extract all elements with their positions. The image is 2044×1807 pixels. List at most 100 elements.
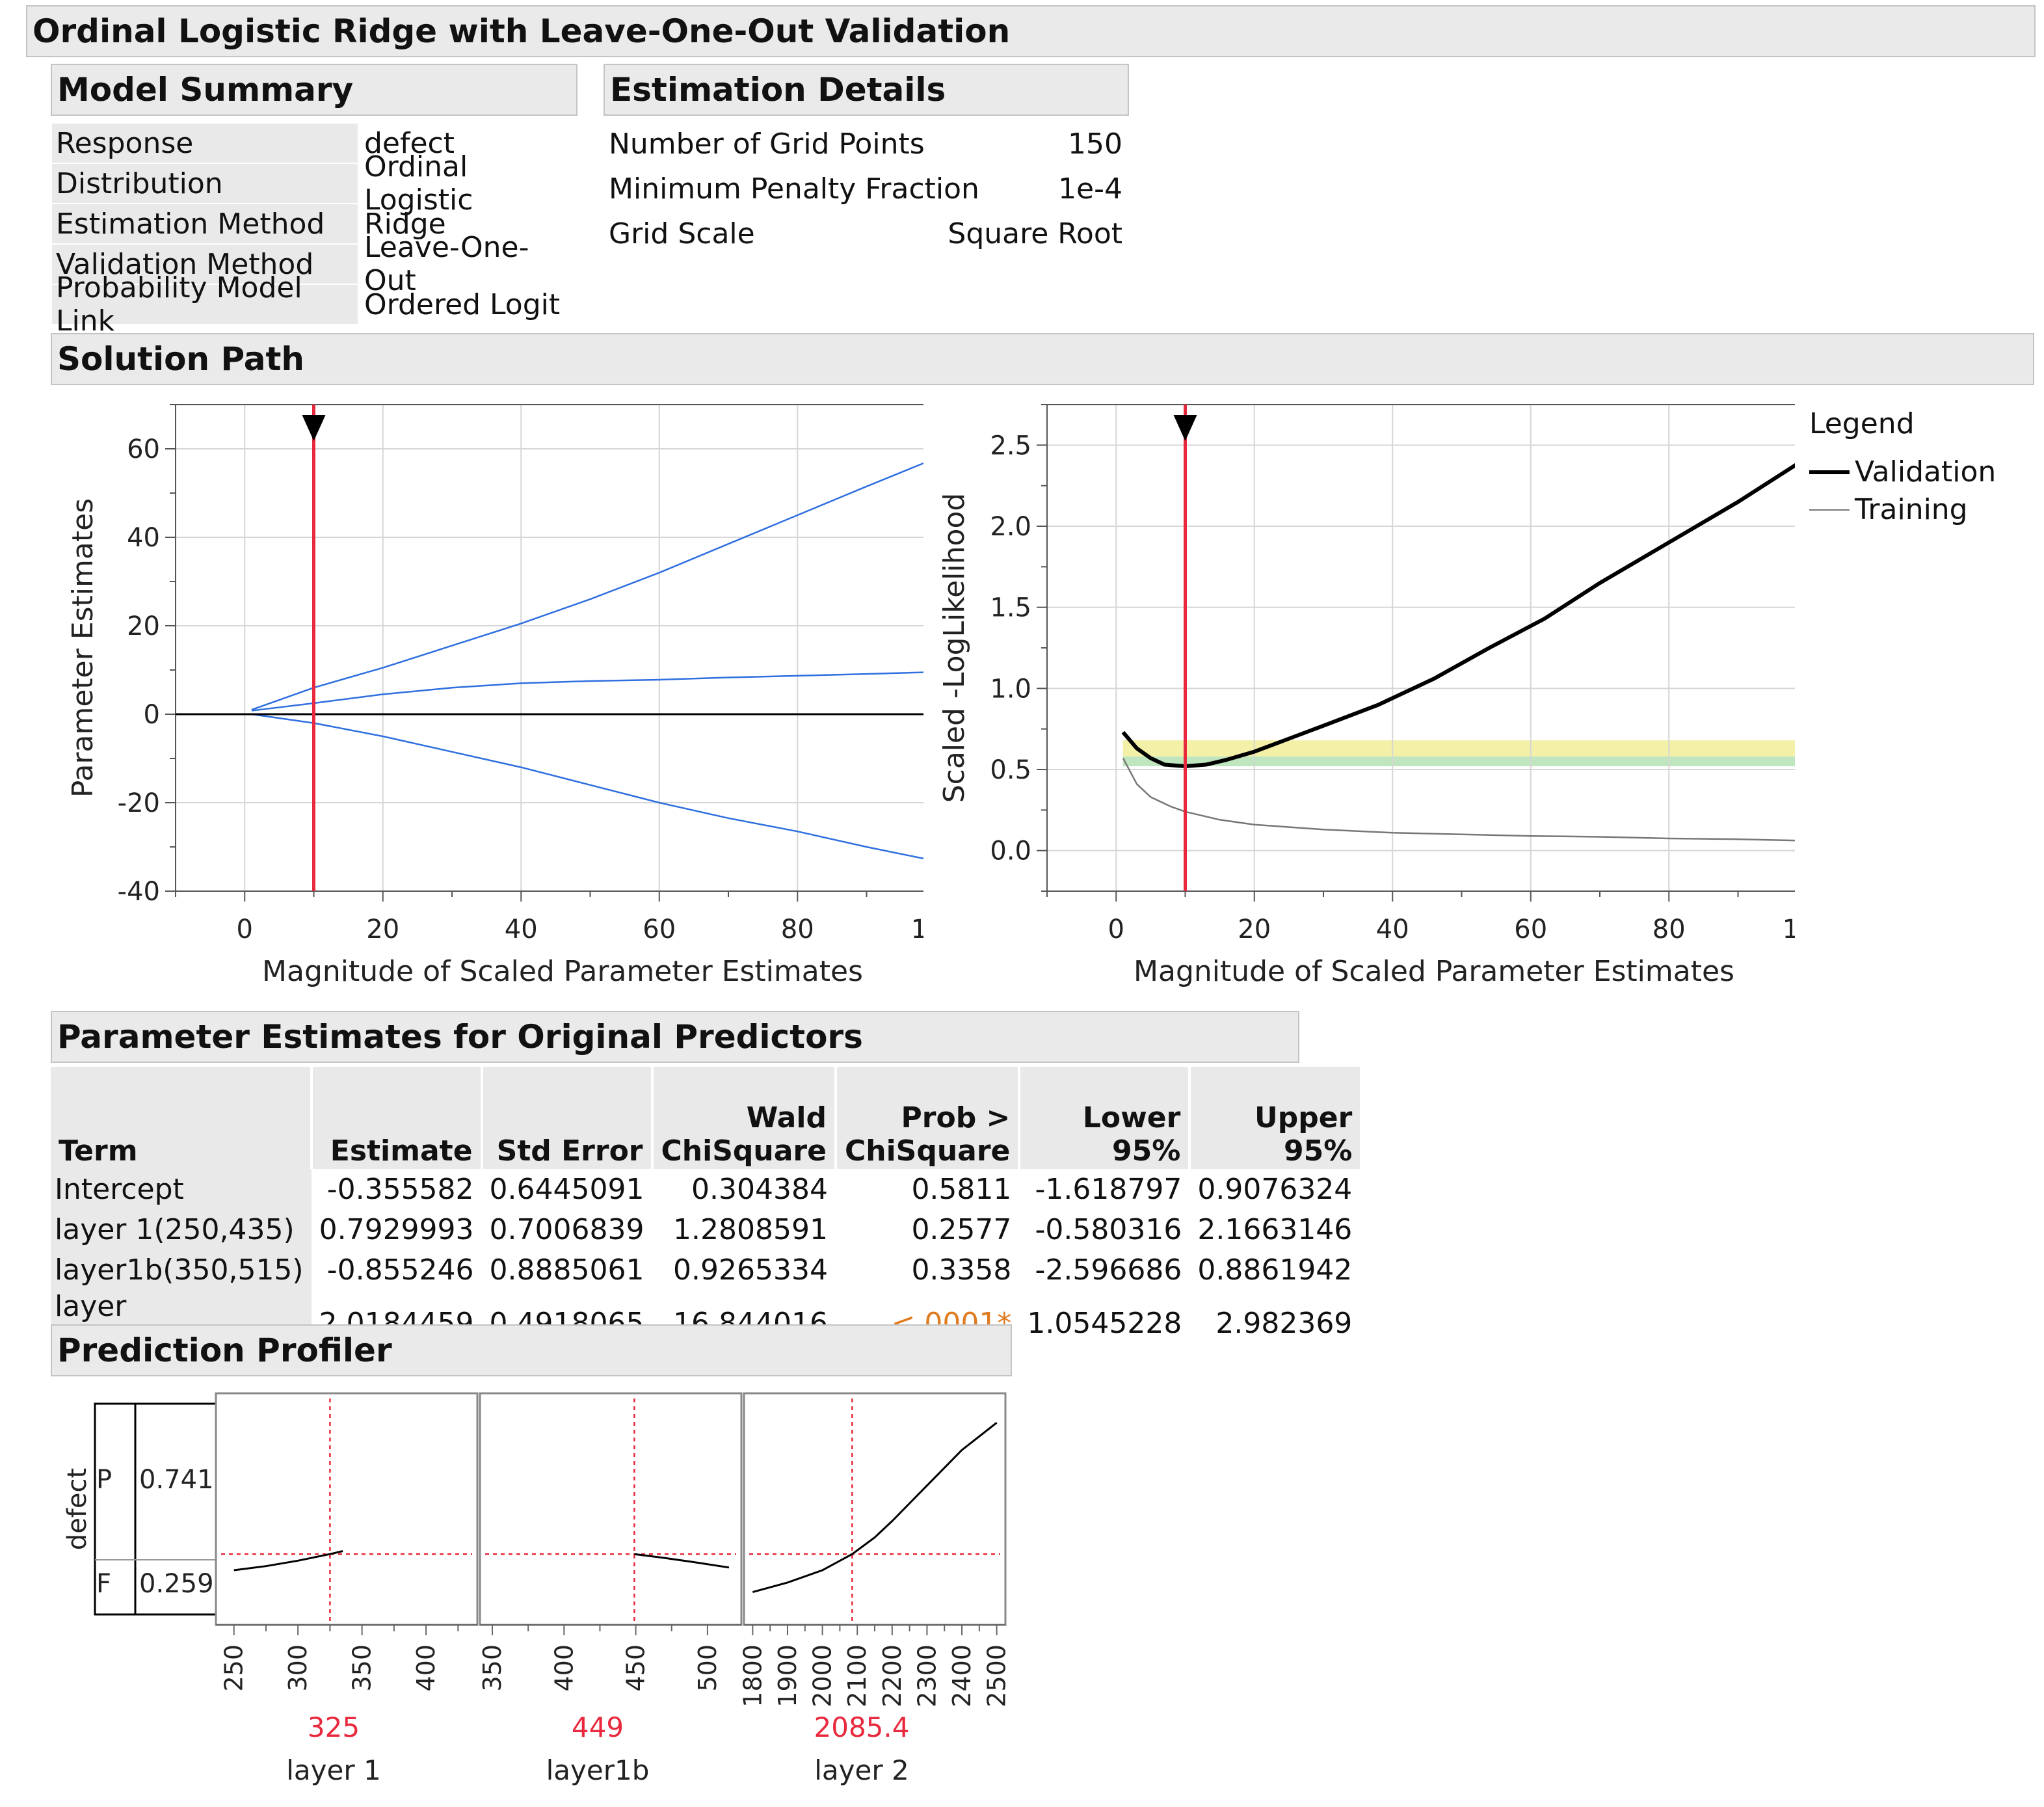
- term-cell: layer 1(250,435): [51, 1209, 312, 1250]
- factor-current-value: 2085.4: [814, 1711, 910, 1743]
- prediction-profiler-plot: defect P 0.741 F 0.259 250 300 350 400 325 layer 1…: [62, 1392, 1011, 1786]
- summary-value: Ordinal Logistic: [364, 150, 473, 217]
- value-cell: 1.0545228: [1027, 1306, 1182, 1340]
- profiler-tick-label: 400: [412, 1644, 440, 1692]
- x-tick-label: 80: [1652, 915, 1686, 944]
- estimation-label: Grid Scale: [609, 217, 755, 250]
- profiler-tick-label: 2200: [878, 1644, 907, 1707]
- factor-name: layer1b: [546, 1754, 650, 1786]
- value-cell: 0.8861942: [1197, 1253, 1353, 1287]
- response-name: defect: [62, 1468, 92, 1550]
- profiler-tick-label: 1800: [738, 1644, 767, 1707]
- factor-name: layer 2: [814, 1754, 909, 1786]
- estimation-value: Square Root: [948, 217, 1122, 250]
- legend-item-validation[interactable]: Validation: [1809, 455, 1996, 489]
- col-header: Wald ChiSquare: [652, 1067, 837, 1169]
- y-axis-title: Scaled -LogLikelihood: [938, 493, 971, 803]
- y-tick-label: 0.0: [990, 837, 1031, 866]
- solution-path-heading[interactable]: Solution Path: [51, 333, 2034, 385]
- y-tick-label: 20: [127, 611, 160, 641]
- model-summary-heading[interactable]: Model Summary: [51, 64, 577, 116]
- profiler-tick-label: 1900: [773, 1644, 802, 1707]
- value-cell: 0.7929993: [319, 1212, 474, 1246]
- value-cell: -2.596686: [1035, 1253, 1182, 1287]
- profiler-panel: [215, 1392, 479, 1626]
- profiler-tick-label: 450: [622, 1644, 650, 1692]
- profiler-tick-label: 500: [693, 1644, 722, 1692]
- parameter-estimates-table: Term Estimate Std Error Wald ChiSquare Pr…: [51, 1067, 1360, 1356]
- response-level-code: P: [96, 1465, 112, 1495]
- profiler-tick-label: 2500: [983, 1644, 1011, 1707]
- training-swatch: [1809, 509, 1850, 511]
- y-tick-label: 1.5: [990, 593, 1031, 623]
- series-line: [251, 671, 923, 712]
- selection-handle: [1173, 415, 1197, 441]
- confidence-band: [1122, 756, 1795, 767]
- x-tick-label: 60: [643, 915, 676, 944]
- estimation-details-heading[interactable]: Estimation Details: [604, 64, 1129, 116]
- value-cell: 0.2577: [911, 1212, 1012, 1246]
- value-cell: 0.7006839: [489, 1212, 644, 1246]
- factor-current-value: 325: [308, 1711, 360, 1743]
- x-tick-label: 40: [505, 915, 538, 944]
- plot-frame: [1046, 404, 1795, 892]
- value-cell: -0.580316: [1035, 1212, 1182, 1246]
- profile-trace: [752, 1422, 998, 1594]
- y-tick-label: 0: [144, 700, 160, 730]
- prediction-profiler-heading[interactable]: Prediction Profiler: [51, 1324, 1012, 1376]
- x-tick-label: 60: [1514, 915, 1547, 944]
- profiler-tick-label: 300: [284, 1644, 312, 1692]
- parameter-path-chart: 0 20 40 60 80 100 -40 -20 0 20 40 60 Magnitude of Sc…: [66, 404, 923, 988]
- estimation-label: Minimum Penalty Fraction: [609, 172, 979, 206]
- legend-label-validation: Validation: [1855, 455, 1997, 489]
- term-cell: Intercept: [51, 1169, 312, 1209]
- parameter-estimates-heading[interactable]: Parameter Estimates for Original Predict…: [51, 1011, 1299, 1063]
- value-cell: 0.304384: [691, 1172, 828, 1206]
- legend-label-training: Training: [1855, 493, 1968, 526]
- summary-value: Leave-One-Out: [364, 231, 529, 297]
- y-tick-label: 2.5: [990, 431, 1031, 461]
- summary-label: Response: [52, 124, 358, 163]
- selection-handle: [302, 415, 326, 441]
- loglikelihood-chart: 0 20 40 60 80 100 0.0 0.5 1.0 1.5 2.0 2.5 Magnitude …: [938, 404, 1795, 988]
- profile-trace: [634, 1553, 730, 1569]
- summary-label: Distribution: [52, 164, 358, 203]
- x-axis-title: Magnitude of Scaled Parameter Estimates: [1134, 955, 1734, 988]
- factor-name: layer 1: [286, 1754, 380, 1786]
- profiler-tick-label: 350: [478, 1644, 507, 1692]
- col-header: Std Error: [481, 1067, 654, 1169]
- y-tick-label: 1.0: [990, 674, 1031, 704]
- value-cell: 0.8885061: [489, 1253, 644, 1287]
- profiler-tick-label: 250: [220, 1644, 248, 1692]
- profiler-tick-label: 2400: [948, 1644, 976, 1707]
- value-cell: 0.3358: [911, 1253, 1012, 1287]
- legend-item-training[interactable]: Training: [1809, 493, 1968, 526]
- response-level-code: F: [96, 1569, 111, 1599]
- x-tick-label: 100: [911, 915, 923, 944]
- report-title: Ordinal Logistic Ridge with Leave-One-Ou…: [26, 5, 2036, 57]
- table-row: Intercept -0.355582 0.6445091 0.304384 0.581…: [51, 1169, 1360, 1209]
- value-cell: -0.855246: [326, 1253, 474, 1287]
- profiler-tick-label: 2000: [808, 1644, 837, 1707]
- col-header: Prob > ChiSquare: [835, 1067, 1021, 1169]
- col-header: Upper 95%: [1189, 1067, 1360, 1169]
- validation-swatch: [1809, 470, 1850, 474]
- series-line-training: [1122, 757, 1795, 842]
- value-cell: 2.1663146: [1197, 1212, 1353, 1246]
- summary-label: Validation Method: [52, 245, 358, 284]
- table-row: layer 1(250,435) 0.7929993 0.7006839 1.2808…: [51, 1209, 1360, 1250]
- series-line-validation: [1121, 463, 1795, 769]
- estimation-label: Number of Grid Points: [609, 127, 925, 161]
- y-tick-label: 60: [127, 435, 160, 464]
- y-tick-label: 40: [127, 523, 160, 553]
- profiler-tick-label: 2100: [843, 1644, 871, 1707]
- x-tick-label: 20: [1238, 915, 1271, 944]
- y-tick-label: 0.5: [990, 755, 1031, 785]
- summary-value: Ordered Logit: [364, 288, 561, 321]
- value-cell: 0.6445091: [489, 1172, 644, 1206]
- value-cell: 0.9265334: [673, 1253, 828, 1287]
- series-line: [251, 713, 923, 860]
- profile-trace: [233, 1550, 343, 1572]
- profiler-panel: [479, 1392, 743, 1626]
- legend-title: Legend: [1809, 407, 1915, 440]
